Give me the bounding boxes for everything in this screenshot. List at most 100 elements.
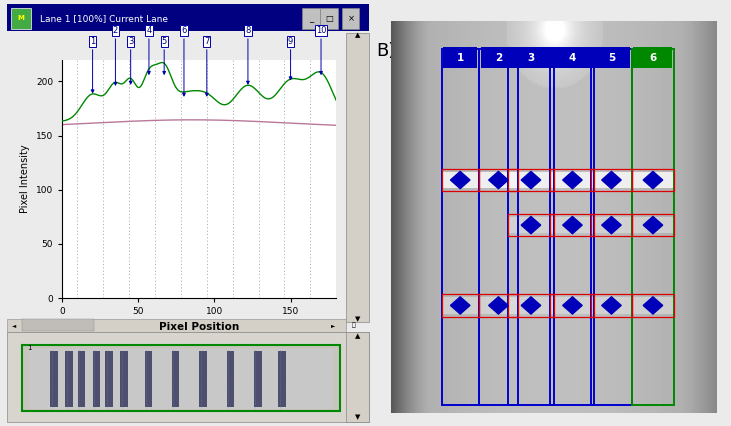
Bar	[591, 297, 632, 314]
Text: ▼: ▼	[355, 317, 360, 322]
Bar	[508, 294, 554, 317]
Bar	[172, 351, 180, 407]
Text: 7: 7	[204, 37, 210, 96]
Polygon shape	[643, 171, 663, 189]
Bar	[50, 351, 58, 407]
Polygon shape	[450, 171, 470, 189]
Bar	[508, 169, 554, 191]
Text: Lane 1 [100%] Current Lane: Lane 1 [100%] Current Lane	[40, 14, 168, 23]
Bar	[591, 49, 632, 406]
Bar	[442, 294, 479, 317]
Bar	[550, 214, 594, 236]
Bar	[145, 351, 152, 407]
Polygon shape	[563, 171, 582, 189]
Text: 🔍: 🔍	[352, 322, 356, 328]
Polygon shape	[563, 216, 582, 234]
Bar	[591, 214, 632, 236]
Text: ▼: ▼	[355, 414, 360, 420]
Text: 5: 5	[608, 52, 615, 63]
Bar	[342, 9, 360, 29]
Bar	[29, 348, 333, 409]
Bar	[7, 4, 369, 32]
Bar	[105, 351, 113, 407]
Bar	[302, 9, 319, 29]
Bar	[632, 49, 674, 406]
Polygon shape	[643, 216, 663, 234]
Bar	[66, 351, 73, 407]
Bar	[591, 294, 632, 317]
Bar	[227, 351, 234, 407]
Bar	[7, 319, 346, 332]
Bar	[442, 169, 479, 191]
Polygon shape	[602, 171, 621, 189]
Bar	[508, 217, 554, 233]
Bar	[22, 345, 340, 412]
Bar	[591, 172, 632, 188]
Bar	[510, 47, 552, 68]
Text: 8: 8	[245, 26, 251, 84]
Text: ×: ×	[347, 14, 355, 23]
Polygon shape	[521, 297, 541, 314]
Text: 6: 6	[649, 52, 656, 63]
Bar	[550, 49, 594, 406]
Bar	[11, 8, 31, 29]
Bar	[632, 294, 674, 317]
Bar	[550, 294, 594, 317]
Bar	[550, 169, 594, 191]
Bar	[508, 297, 554, 314]
Bar	[550, 217, 594, 233]
X-axis label: Pixel Position: Pixel Position	[159, 322, 239, 332]
Bar	[508, 172, 554, 188]
Bar	[442, 172, 479, 188]
Bar	[254, 351, 262, 407]
Bar	[442, 49, 479, 406]
Text: 2: 2	[113, 26, 118, 85]
Bar	[591, 169, 632, 191]
Bar	[632, 169, 674, 191]
Bar	[550, 297, 594, 314]
Bar	[442, 297, 479, 314]
Text: M: M	[18, 15, 25, 21]
Bar	[346, 332, 369, 422]
Bar	[93, 351, 100, 407]
Polygon shape	[450, 297, 470, 314]
Text: ◄: ◄	[12, 323, 17, 328]
Bar	[443, 47, 477, 68]
Bar	[77, 351, 86, 407]
Bar	[632, 297, 674, 314]
Bar	[552, 47, 593, 68]
Text: ▲: ▲	[355, 32, 360, 39]
Text: 5: 5	[162, 37, 167, 74]
Bar	[632, 217, 674, 233]
Bar	[320, 9, 338, 29]
Polygon shape	[489, 297, 508, 314]
Bar	[593, 47, 630, 68]
Polygon shape	[521, 216, 541, 234]
Bar	[479, 169, 518, 191]
Bar	[480, 47, 516, 68]
Polygon shape	[602, 297, 621, 314]
Polygon shape	[643, 297, 663, 314]
Bar	[479, 172, 518, 188]
Bar	[632, 172, 674, 188]
Bar	[508, 49, 554, 406]
Bar	[279, 351, 286, 407]
Polygon shape	[521, 171, 541, 189]
Bar	[550, 172, 594, 188]
Bar	[479, 297, 518, 314]
Text: 1: 1	[457, 52, 464, 63]
Text: 2: 2	[495, 52, 502, 63]
Bar	[591, 217, 632, 233]
Text: □: □	[325, 14, 333, 23]
Bar	[346, 34, 369, 322]
Bar	[508, 214, 554, 236]
Text: 3: 3	[128, 37, 133, 84]
Polygon shape	[563, 297, 582, 314]
Text: 6: 6	[181, 26, 186, 96]
Text: 1: 1	[27, 345, 31, 351]
Text: 9: 9	[288, 37, 293, 80]
Bar	[7, 332, 369, 422]
Text: 4: 4	[146, 26, 151, 74]
Polygon shape	[602, 216, 621, 234]
Bar	[120, 351, 128, 407]
